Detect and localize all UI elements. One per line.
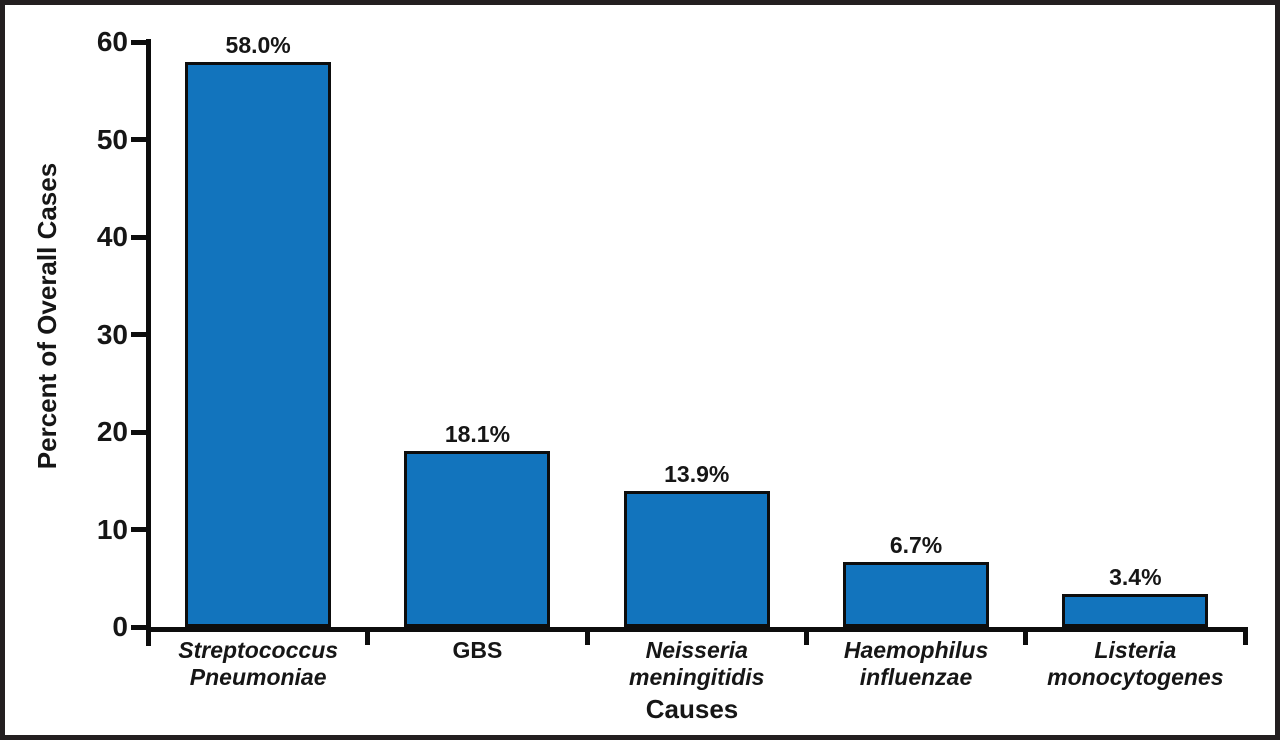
y-tick: [130, 39, 146, 45]
x-category-label: Streptococcus Pneumoniae: [149, 637, 368, 691]
x-category-label: Neisseria meningitidis: [587, 637, 806, 691]
x-category-label: Haemophilus influenzae: [806, 637, 1025, 691]
x-category-label: Listeria monocytogenes: [1026, 637, 1245, 691]
y-tick: [130, 234, 146, 240]
y-tick-label: 20: [96, 416, 128, 447]
x-category-label: GBS: [368, 637, 587, 664]
bar: [185, 61, 332, 627]
bar-value-label: 6.7%: [889, 531, 943, 558]
bar-value-label: 3.4%: [1109, 563, 1162, 590]
x-category-label-line: Pneumoniae: [189, 664, 327, 690]
y-tick: [130, 332, 146, 337]
bar: [1062, 593, 1209, 627]
x-category-label-line: monocytogenes: [1047, 664, 1224, 690]
y-tick: [130, 527, 146, 532]
y-tick-label: 30: [96, 318, 128, 350]
bar-value-label: 58.0%: [225, 31, 291, 58]
x-axis-title: Causes: [645, 694, 739, 724]
y-tick: [130, 624, 146, 630]
bar: [623, 491, 770, 627]
y-tick: [130, 429, 146, 435]
bar-value-label: 18.1%: [444, 420, 511, 447]
x-tick: [146, 627, 151, 645]
bar-value-label: 13.9%: [664, 461, 730, 488]
x-category-label-line: meningitidis: [629, 664, 765, 690]
y-tick: [130, 137, 146, 142]
x-category-label-line: Neisseria: [645, 637, 748, 663]
bar: [404, 450, 551, 627]
y-axis-line: [145, 39, 151, 646]
x-axis-line: [145, 627, 1248, 632]
x-tick: [803, 627, 809, 645]
x-tick: [1023, 627, 1029, 645]
y-tick-label: 60: [96, 26, 128, 57]
x-tick: [584, 627, 590, 645]
x-tick: [1242, 627, 1248, 645]
y-tick-label: 40: [96, 221, 128, 252]
y-tick-label: 50: [96, 123, 128, 155]
x-category-label-line: Listeria: [1094, 637, 1177, 663]
x-category-label-line: GBS: [452, 637, 503, 663]
x-tick: [365, 627, 371, 645]
x-category-label-line: Streptococcus: [178, 637, 339, 663]
bar: [843, 561, 990, 627]
y-tick-label: 10: [96, 513, 128, 545]
x-category-label-line: Haemophilus: [843, 637, 989, 663]
x-category-label-line: influenzae: [859, 664, 973, 690]
y-tick-label: 0: [112, 611, 128, 642]
